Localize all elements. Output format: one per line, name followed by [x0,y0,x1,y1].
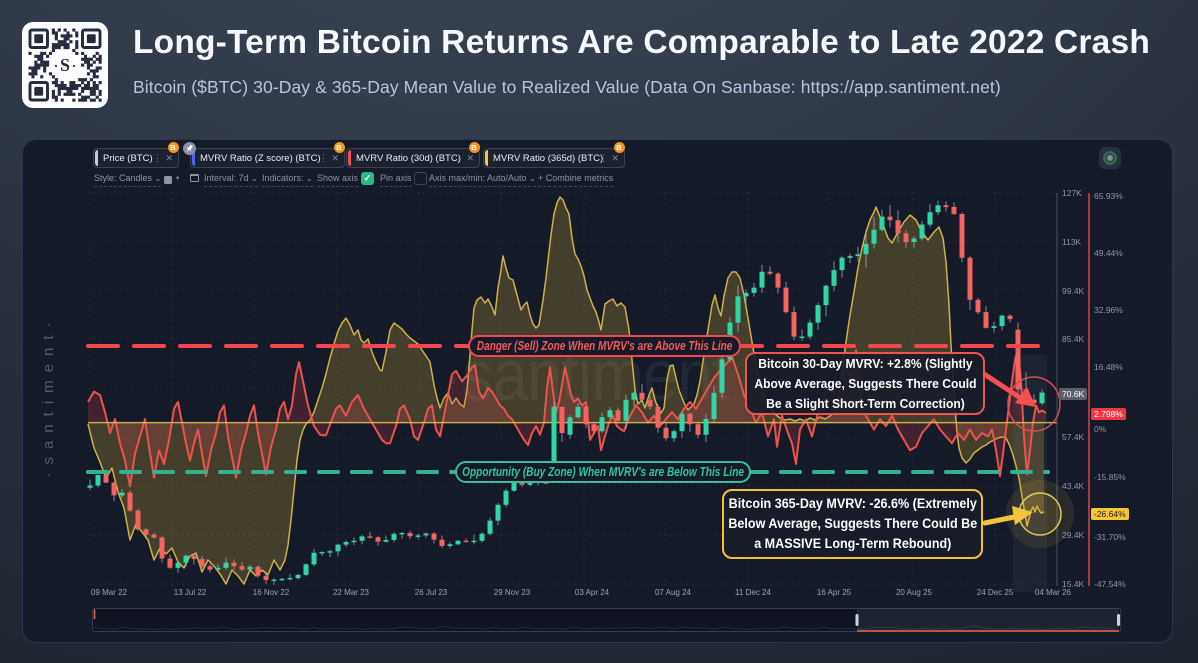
svg-text:-15.85%: -15.85% [1094,472,1126,482]
svg-text:20 Aug 25: 20 Aug 25 [896,588,933,597]
svg-text:16 Apr 25: 16 Apr 25 [817,588,852,597]
svg-text:·santiment·: ·santiment· [40,314,57,477]
svg-text:-31.70%: -31.70% [1094,532,1126,542]
svg-text:24 Dec 25: 24 Dec 25 [977,588,1014,597]
svg-text:09 Mar 22: 09 Mar 22 [91,588,128,597]
svg-text:16 Nov 22: 16 Nov 22 [253,588,290,597]
svg-text:49.44%: 49.44% [1094,248,1123,258]
svg-text:127K: 127K [1062,188,1082,198]
svg-text:113K: 113K [1062,237,1082,247]
svg-text:07 Aug 24: 07 Aug 24 [655,588,692,597]
svg-text:11 Dec 24: 11 Dec 24 [735,588,771,597]
svg-text:22 Mar 23: 22 Mar 23 [333,588,370,597]
svg-text:03 Apr 24: 03 Apr 24 [575,588,610,597]
svg-text:32.96%: 32.96% [1094,305,1123,315]
svg-text:99.4K: 99.4K [1062,286,1085,296]
svg-text:0%: 0% [1094,424,1107,434]
svg-text:26 Jul 23: 26 Jul 23 [415,588,448,597]
svg-text:57.4K: 57.4K [1062,432,1085,442]
svg-text:43.4K: 43.4K [1062,481,1085,491]
svg-text:S: S [60,55,70,75]
svg-text:16.48%: 16.48% [1094,362,1123,372]
svg-text:85.4K: 85.4K [1062,334,1085,344]
svg-text:13 Jul 22: 13 Jul 22 [174,588,207,597]
svg-text:15.4K: 15.4K [1062,579,1085,589]
svg-text:65.93%: 65.93% [1094,191,1123,201]
svg-text:-47.54%: -47.54% [1094,579,1126,589]
svg-text:29 Nov 23: 29 Nov 23 [494,588,531,597]
svg-text:29.4K: 29.4K [1062,530,1085,540]
svg-text:04 Mar 26: 04 Mar 26 [1035,588,1072,597]
